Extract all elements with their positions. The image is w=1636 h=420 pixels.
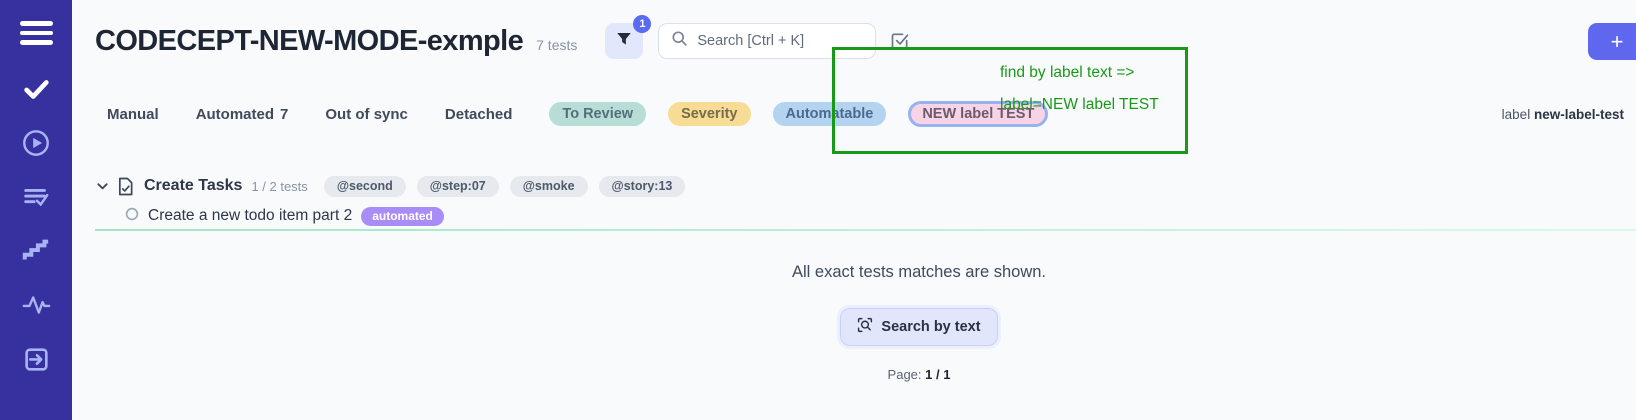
suite-test-count: 1 / 2 tests (251, 178, 308, 194)
test-title[interactable]: Create a new todo item part 2 (148, 207, 353, 224)
check-icon (21, 74, 51, 104)
sidebar-item-analytics[interactable] (19, 291, 53, 319)
sidebar-item-steps[interactable] (19, 237, 53, 265)
search-icon (671, 30, 688, 52)
pulse-icon (21, 290, 51, 320)
play-circle-icon (21, 128, 51, 158)
search-by-text-label: Search by text (881, 319, 981, 335)
test-row: Create a new todo item part 2 automated (95, 203, 1636, 229)
file-check-icon (117, 177, 134, 196)
select-tests-icon[interactable] (890, 31, 910, 51)
active-label-filter[interactable]: label new-label-test (1502, 107, 1636, 122)
tag-step-07[interactable]: @step:07 (416, 175, 499, 197)
page-value: 1 / 1 (925, 367, 951, 382)
search-box[interactable] (658, 23, 877, 59)
tab-automated-count: 7 (280, 105, 289, 123)
status-circle-icon[interactable] (125, 207, 139, 226)
tag-second[interactable]: @second (323, 175, 406, 197)
tag-smoke[interactable]: @smoke (509, 175, 588, 197)
suite-row: Create Tasks 1 / 2 tests @second @step:0… (72, 172, 1636, 200)
active-label-prefix: label (1501, 106, 1531, 122)
tab-manual[interactable]: Manual (107, 105, 159, 123)
sidebar-item-tests[interactable] (19, 75, 53, 103)
suite-tags: @second @step:07 @smoke @story:13 (323, 175, 686, 197)
empty-state: All exact tests matches are shown. Searc… (792, 263, 1046, 382)
tab-detached[interactable]: Detached (444, 105, 513, 123)
stairs-icon (21, 236, 51, 266)
chevron-down-icon[interactable] (96, 180, 109, 193)
funnel-icon (615, 30, 633, 53)
filter-tabs-row: Manual Automated 7 Out of sync Detached T… (72, 99, 1636, 129)
list-check-icon (21, 182, 51, 212)
search-input[interactable] (697, 33, 864, 49)
search-by-text-button[interactable]: Search by text (840, 308, 998, 346)
badge-severity[interactable]: Severity (668, 102, 751, 126)
page-title: CODECEPT-NEW-MODE-exmple (95, 24, 524, 57)
tab-out-of-sync[interactable]: Out of sync (325, 105, 408, 123)
tab-automated[interactable]: Automated 7 (195, 105, 289, 123)
import-box-icon (21, 344, 51, 374)
row-highlight-underline (95, 229, 1636, 231)
sidebar-item-runs[interactable] (19, 129, 53, 157)
tests-count: 7 tests (536, 37, 578, 53)
filter-button[interactable]: 1 (605, 15, 652, 59)
badge-new-label-test[interactable]: NEW label TEST (908, 101, 1049, 127)
add-button[interactable]: + (1588, 23, 1636, 60)
active-label-value: new-label-test (1533, 106, 1624, 122)
hamburger-menu-icon[interactable] (19, 21, 53, 45)
sidebar-item-import[interactable] (19, 345, 53, 373)
tag-story-13[interactable]: @story:13 (598, 175, 686, 197)
sidebar (0, 0, 72, 420)
sidebar-item-plans[interactable] (19, 183, 53, 211)
plus-icon: + (1610, 28, 1624, 54)
filter-count-badge: 1 (633, 15, 652, 33)
search-scan-icon (857, 317, 873, 337)
automated-badge[interactable]: automated (361, 206, 444, 226)
header: CODECEPT-NEW-MODE-exmple 7 tests 1 + (72, 0, 1636, 82)
badge-to-review[interactable]: To Review (549, 102, 647, 126)
suite-name[interactable]: Create Tasks (144, 177, 243, 194)
matches-message: All exact tests matches are shown. (791, 263, 1047, 281)
pagination: Page: 1 / 1 (888, 367, 951, 382)
badge-automatable[interactable]: Automatable (772, 102, 887, 126)
sidebar-nav (19, 75, 53, 373)
page-prefix: Page: (887, 367, 922, 382)
